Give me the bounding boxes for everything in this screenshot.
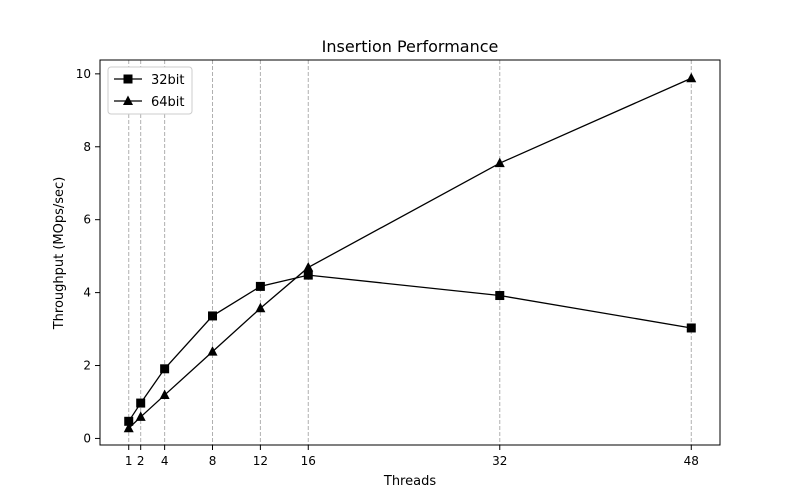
data-point-64bit-8 <box>207 346 218 356</box>
legend: 32bit 64bit <box>107 66 193 115</box>
data-point-32bit-32 <box>495 291 505 301</box>
y-tick-label-0: 0 <box>83 431 91 445</box>
series-32bit <box>124 270 696 426</box>
data-point-64bit-4 <box>159 389 170 400</box>
data-point-64bit-2 <box>135 411 146 421</box>
legend-marker-64bit <box>123 95 133 105</box>
legend-item-32bit: 32bit <box>114 73 185 88</box>
x-tick-label-2: 2 <box>137 454 145 468</box>
chart-title: Insertion Performance <box>322 37 499 56</box>
legend-item-64bit: 64bit <box>114 95 185 110</box>
x-tick-label-4: 4 <box>161 454 169 468</box>
series-64bit <box>123 72 697 433</box>
x-tick-label-32: 32 <box>492 454 507 468</box>
series-line-64bit <box>128 77 692 429</box>
y-tick-label-6: 6 <box>83 213 91 227</box>
data-point-64bit-1 <box>123 422 134 433</box>
x-tick-label-1: 1 <box>125 454 133 468</box>
y-tick-label-10: 10 <box>76 67 91 81</box>
legend-marker-32bit <box>123 74 133 84</box>
x-tick-label-8: 8 <box>209 454 217 468</box>
legend-label-32bit: 32bit <box>151 73 185 88</box>
data-point-32bit-4 <box>160 364 170 374</box>
series-line-32bit <box>128 274 692 422</box>
y-axis-label: Throughput (MOps/sec) <box>52 177 67 331</box>
grid <box>128 60 692 445</box>
data-point-32bit-8 <box>208 311 218 321</box>
y-tick-label-2: 2 <box>83 359 91 373</box>
data-point-32bit-1 <box>124 416 134 426</box>
y-tick-label-8: 8 <box>83 140 91 154</box>
x-tick-label-48: 48 <box>684 454 699 468</box>
x-axis-label: Threads <box>383 474 436 489</box>
data-point-64bit-12 <box>255 302 266 313</box>
data-point-64bit-48 <box>686 72 697 83</box>
plot-frame <box>99 59 721 446</box>
x-tick-label-12: 12 <box>253 454 268 468</box>
data-point-32bit-12 <box>255 281 265 291</box>
legend-label-64bit: 64bit <box>151 95 185 110</box>
data-point-64bit-16 <box>303 261 314 272</box>
series-layer <box>123 72 697 433</box>
data-point-64bit-32 <box>494 157 505 168</box>
data-point-32bit-48 <box>686 323 696 333</box>
x-tick-label-16: 16 <box>301 454 316 468</box>
y-tick-label-4: 4 <box>83 286 91 300</box>
data-point-32bit-16 <box>303 270 313 280</box>
data-point-32bit-2 <box>136 398 146 408</box>
